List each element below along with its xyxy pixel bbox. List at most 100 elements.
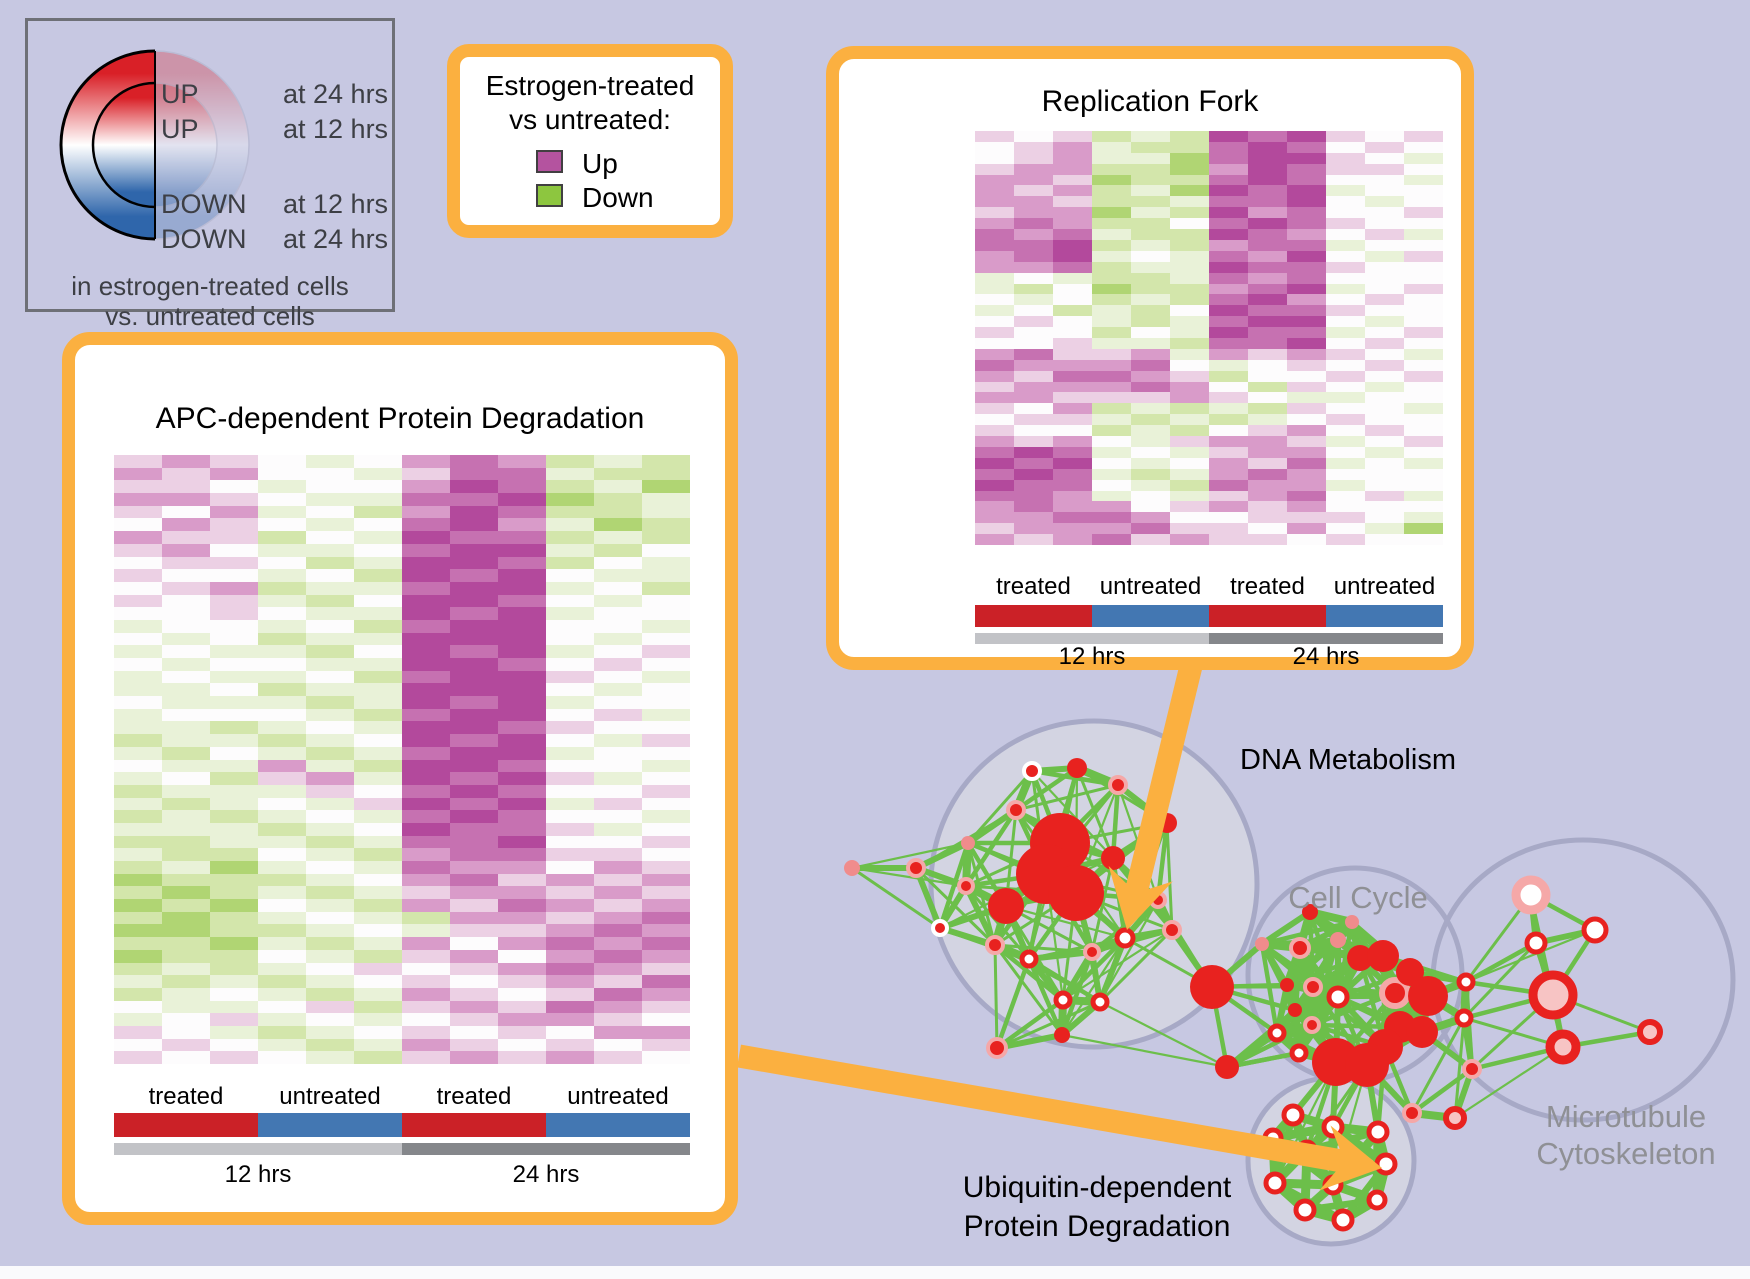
heatmap-cell xyxy=(498,987,546,1001)
heatmap-cell xyxy=(594,848,642,861)
heatmap-cell xyxy=(1014,425,1053,437)
heatmap-cell xyxy=(1326,338,1365,349)
heatmap-cell xyxy=(594,480,642,494)
heatmap-cell xyxy=(1170,523,1209,535)
panel-title: Replication Fork xyxy=(1041,85,1259,118)
heatmap-cell xyxy=(1248,239,1287,251)
heatmap-cell xyxy=(1014,185,1053,197)
heatmap-cell xyxy=(210,480,258,494)
heatmap-cell xyxy=(1404,141,1443,153)
heatmap-cell xyxy=(498,518,546,532)
heatmap-cell xyxy=(1209,272,1248,284)
heatmap-cell xyxy=(1404,163,1443,175)
heatmap-cell xyxy=(258,949,306,963)
heatmap-cell xyxy=(1092,381,1131,393)
color-legend-title-line1: Estrogen-treated xyxy=(485,70,695,101)
heatmap-cell xyxy=(114,619,162,633)
heatmap-cell xyxy=(354,518,402,532)
heatmap-cell xyxy=(1209,283,1248,295)
heatmap-cell xyxy=(1287,425,1326,437)
heatmap-cell xyxy=(450,835,498,849)
heatmap-cell xyxy=(354,1051,402,1064)
network-node-ring-pink xyxy=(986,1037,1008,1059)
network-node-solid xyxy=(1288,1003,1302,1017)
heatmap-cell xyxy=(498,759,546,773)
heatmap-cell xyxy=(354,873,402,887)
heatmap-cell xyxy=(402,518,450,532)
heatmap-cell xyxy=(210,658,258,671)
heatmap-cell xyxy=(642,708,690,722)
heatmap-cell xyxy=(306,594,354,608)
heatmap-cell xyxy=(306,708,354,722)
heatmap-cell xyxy=(498,569,546,582)
heatmap-cell xyxy=(1092,131,1131,142)
heatmap-cell xyxy=(1092,370,1131,382)
heatmap-cell xyxy=(450,581,498,595)
heatmap-cell xyxy=(450,619,498,633)
heatmap-cell xyxy=(1326,348,1365,360)
heatmap-cell xyxy=(594,899,642,912)
heatmap-cell xyxy=(1014,250,1053,262)
heatmap-cell xyxy=(975,370,1014,382)
heatmap-cell xyxy=(1131,457,1170,469)
heatmap-cell xyxy=(114,658,162,671)
heatmap-cell xyxy=(1053,218,1092,230)
heatmap-cell xyxy=(402,861,450,874)
heatmap-cell xyxy=(498,861,546,874)
heatmap-cell xyxy=(210,467,258,481)
heatmap-cell xyxy=(1248,468,1287,480)
heatmap-cell xyxy=(1326,381,1365,393)
network-node-solid xyxy=(1367,940,1399,972)
heatmap-cell xyxy=(1365,534,1404,545)
network-node-ring-pink xyxy=(957,877,975,895)
heatmap-cell xyxy=(642,658,690,671)
heatmap-cell xyxy=(114,911,162,925)
heatmap-cell xyxy=(642,518,690,532)
heatmap-cell xyxy=(306,746,354,760)
heatmap-cell xyxy=(498,848,546,861)
heatmap-cell xyxy=(594,645,642,658)
heatmap-cell xyxy=(1365,392,1404,404)
heatmap-cell xyxy=(975,305,1014,317)
heatmap-cell xyxy=(1053,316,1092,328)
network-edge xyxy=(1454,1046,1564,1119)
heatmap-cell xyxy=(306,1051,354,1064)
heatmap-cell xyxy=(306,848,354,861)
heatmap-cell xyxy=(450,658,498,671)
heatmap-cell xyxy=(1326,163,1365,175)
heatmap-cell xyxy=(402,619,450,633)
heatmap-cell xyxy=(975,479,1014,491)
time-bar-24hrs xyxy=(402,1143,690,1155)
heatmap-cell xyxy=(594,924,642,938)
heatmap-cell xyxy=(498,721,546,735)
heatmap-cell xyxy=(1014,272,1053,284)
heatmap-cell xyxy=(1209,414,1248,426)
heatmap-cell xyxy=(354,962,402,976)
network-node-ring-pink xyxy=(1162,920,1182,940)
heatmap-cell xyxy=(258,607,306,620)
heatmap-cell xyxy=(498,658,546,671)
heatmap-cell xyxy=(114,987,162,1001)
heatmap-cell xyxy=(498,505,546,519)
heatmap-cell xyxy=(162,835,210,849)
heatmap-cell xyxy=(1287,403,1326,415)
heatmap-cell xyxy=(546,505,594,519)
heatmap-cell xyxy=(450,518,498,532)
heatmap-cell xyxy=(1092,436,1131,447)
heatmap-cell xyxy=(642,746,690,760)
heatmap-cell xyxy=(1248,457,1287,469)
heatmap-cell xyxy=(114,1000,162,1014)
heatmap-cell xyxy=(1170,512,1209,524)
heatmap-cell xyxy=(1365,305,1404,317)
network-edge xyxy=(1059,951,1095,1036)
heatmap-cell xyxy=(450,1025,498,1039)
heatmap-cell xyxy=(450,467,498,481)
heatmap-cell xyxy=(1209,425,1248,437)
heatmap-cell xyxy=(402,455,450,468)
network-edge xyxy=(1110,784,1121,859)
heatmap-cell xyxy=(450,569,498,582)
heatmap-cell xyxy=(1287,305,1326,317)
heatmap-cell xyxy=(642,861,690,874)
heatmap-cell xyxy=(546,455,594,468)
heatmap-cell xyxy=(354,480,402,494)
